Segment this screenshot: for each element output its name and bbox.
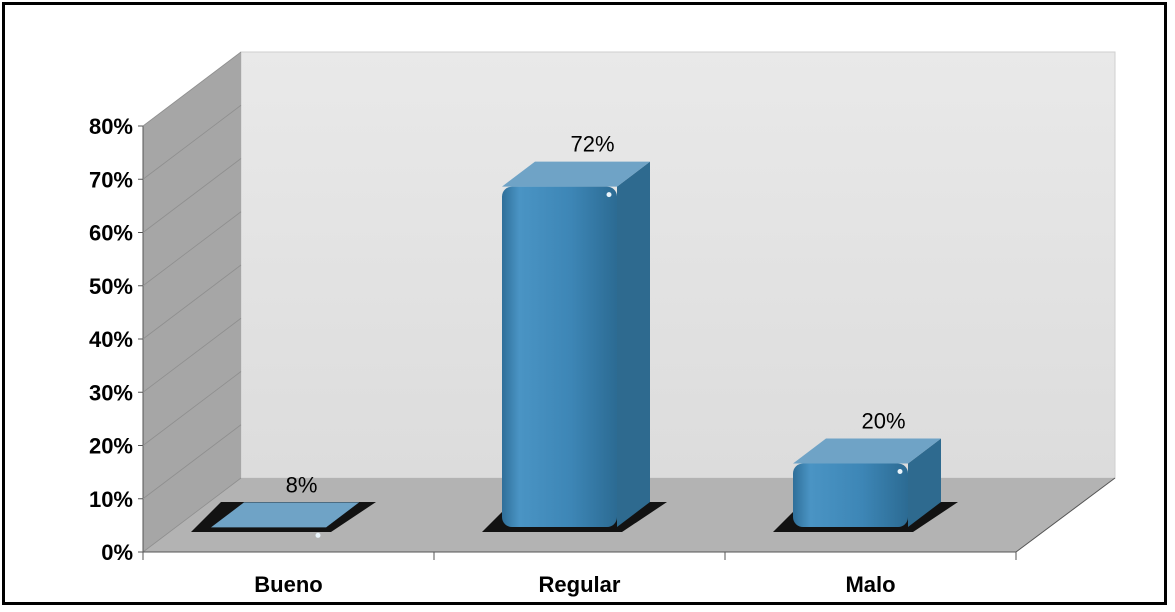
y-tick-diagonal bbox=[142, 371, 242, 446]
y-tick-diagonal bbox=[142, 317, 242, 393]
y-tick-diagonal bbox=[142, 477, 242, 553]
y-tick-diagonal bbox=[142, 211, 242, 287]
bar-side bbox=[908, 438, 941, 527]
data-label: 20% bbox=[861, 409, 905, 434]
y-tick-label: 10% bbox=[89, 487, 133, 512]
y-tick-diagonal bbox=[142, 158, 242, 233]
y-tick-label: 0% bbox=[101, 540, 133, 565]
y-tick-diagonal bbox=[142, 424, 242, 500]
bar bbox=[502, 186, 617, 527]
y-tick-label: 60% bbox=[89, 221, 133, 246]
bar-top bbox=[502, 161, 650, 187]
y-tick-diagonal bbox=[142, 51, 242, 127]
x-tick-label: Bueno bbox=[254, 572, 322, 597]
data-label: 72% bbox=[570, 132, 614, 157]
x-tick-label: Regular bbox=[539, 572, 621, 597]
y-tick-label: 70% bbox=[89, 167, 133, 192]
bar-top bbox=[211, 502, 359, 528]
bar-highlight bbox=[606, 192, 612, 198]
data-label: 8% bbox=[286, 472, 318, 497]
y-tick-diagonal bbox=[142, 104, 242, 180]
bar-side bbox=[617, 161, 650, 527]
y-tick-diagonal bbox=[142, 264, 242, 340]
bar-top bbox=[793, 438, 941, 464]
bar bbox=[793, 463, 908, 527]
bar-highlight bbox=[897, 469, 903, 474]
y-tick-label: 80% bbox=[89, 114, 133, 139]
y-tick-label: 20% bbox=[89, 434, 133, 459]
y-tick-label: 50% bbox=[89, 274, 133, 299]
x-tick-label: Malo bbox=[845, 572, 895, 597]
y-tick-label: 40% bbox=[89, 327, 133, 352]
bar-highlight bbox=[315, 532, 321, 538]
y-tick-label: 30% bbox=[89, 380, 133, 405]
floor-edge bbox=[1015, 477, 1116, 553]
back-wall bbox=[240, 51, 1116, 479]
